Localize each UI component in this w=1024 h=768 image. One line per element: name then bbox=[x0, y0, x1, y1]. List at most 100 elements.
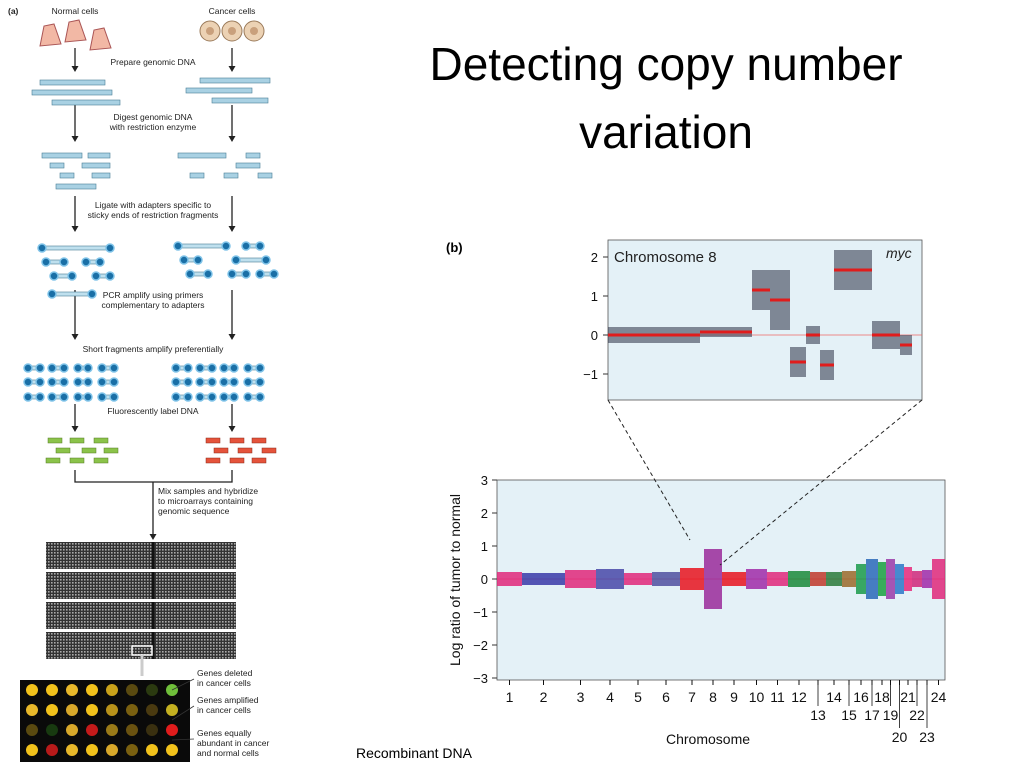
legend-label: abundant in cancer bbox=[197, 738, 269, 748]
adapter bbox=[195, 377, 205, 387]
dna-fragment bbox=[55, 183, 97, 190]
adapter bbox=[183, 363, 193, 373]
x-tick-label: 1 bbox=[506, 689, 514, 705]
x-tick-label: 14 bbox=[826, 689, 842, 705]
red-label bbox=[251, 437, 267, 444]
spot bbox=[146, 744, 158, 756]
spot bbox=[126, 684, 138, 696]
panel-label: (b) bbox=[446, 240, 463, 255]
normal-cell bbox=[89, 27, 112, 51]
red-label bbox=[237, 447, 253, 454]
adapter bbox=[83, 377, 93, 387]
green-label bbox=[69, 457, 85, 464]
x-tick-label: 23 bbox=[919, 729, 935, 745]
spot bbox=[26, 704, 38, 716]
green-label bbox=[103, 447, 119, 454]
panel-a: (a) Normal cells Cancer cells Prepare genom… bbox=[8, 6, 279, 762]
adapter bbox=[23, 377, 33, 387]
adapter bbox=[109, 363, 119, 373]
adapter bbox=[255, 241, 265, 251]
x-tick-label: 5 bbox=[634, 689, 642, 705]
adapter bbox=[59, 377, 69, 387]
spot bbox=[126, 744, 138, 756]
adapter bbox=[95, 257, 105, 267]
green-label bbox=[81, 447, 97, 454]
dna-fragment bbox=[257, 172, 273, 179]
adapter bbox=[105, 243, 115, 253]
spot bbox=[126, 724, 138, 736]
adapter bbox=[59, 363, 69, 373]
chromosome-cloud bbox=[904, 567, 912, 591]
leader bbox=[171, 705, 195, 721]
adapter bbox=[47, 392, 57, 402]
dna-fragment bbox=[185, 87, 253, 94]
spot bbox=[166, 744, 178, 756]
arrow-head bbox=[71, 66, 79, 72]
adapter bbox=[59, 392, 69, 402]
step-label: to microarrays containing bbox=[158, 496, 253, 506]
adapter bbox=[41, 257, 51, 267]
adapter bbox=[59, 257, 69, 267]
arrow-head bbox=[228, 66, 236, 72]
adapter bbox=[183, 377, 193, 387]
red-label bbox=[251, 457, 267, 464]
y-tick-label: 3 bbox=[481, 473, 488, 488]
x-tick-label: 11 bbox=[770, 689, 785, 705]
adapter bbox=[109, 377, 119, 387]
adapter bbox=[269, 269, 279, 279]
dna-fragment bbox=[49, 162, 65, 169]
adapter bbox=[207, 377, 217, 387]
panel-label: (a) bbox=[8, 6, 19, 16]
dna-fragment bbox=[91, 172, 111, 179]
dna-fragment bbox=[189, 172, 205, 179]
adapter bbox=[183, 392, 193, 402]
x-tick-label: 13 bbox=[810, 707, 826, 723]
spot-array bbox=[20, 680, 190, 762]
adapter bbox=[171, 377, 181, 387]
ligated bbox=[51, 291, 93, 297]
spot bbox=[106, 704, 118, 716]
adapter bbox=[67, 271, 77, 281]
x-tick-label: 4 bbox=[606, 689, 614, 705]
step-label: Fluorescently label DNA bbox=[107, 406, 199, 416]
spot bbox=[166, 704, 178, 716]
adapter bbox=[73, 392, 83, 402]
chromosome-cloud bbox=[878, 562, 886, 596]
arrow-head bbox=[71, 226, 79, 232]
spot bbox=[26, 724, 38, 736]
adapter bbox=[171, 363, 181, 373]
x-tick-label: 3 bbox=[577, 689, 585, 705]
chromosome-cloud bbox=[565, 570, 596, 588]
x-tick-label: 2 bbox=[540, 689, 548, 705]
spot bbox=[66, 704, 78, 716]
spot bbox=[106, 744, 118, 756]
spot bbox=[146, 684, 158, 696]
x-tick-label: 12 bbox=[791, 689, 807, 705]
normal-cell bbox=[39, 23, 62, 47]
microarray-texture bbox=[46, 542, 236, 569]
dna-fragment bbox=[177, 152, 227, 159]
adapter bbox=[261, 255, 271, 265]
arrow-head bbox=[71, 334, 79, 340]
spot bbox=[66, 684, 78, 696]
red-label bbox=[213, 447, 229, 454]
chromosome-cloud bbox=[596, 569, 624, 589]
x-tick-label: 24 bbox=[931, 689, 947, 705]
step-label: with restriction enzyme bbox=[109, 122, 197, 132]
x-tick-label: 9 bbox=[730, 689, 738, 705]
ligated bbox=[177, 243, 227, 249]
adapter bbox=[73, 377, 83, 387]
label: Cancer cells bbox=[209, 6, 256, 16]
arrow-head bbox=[228, 334, 236, 340]
spot bbox=[46, 724, 58, 736]
spot bbox=[86, 744, 98, 756]
x-axis-label: Chromosome bbox=[666, 731, 750, 747]
arrow-head bbox=[228, 426, 236, 432]
y-axis-label: Log ratio of tumor to normal bbox=[447, 494, 463, 666]
ligated bbox=[41, 245, 111, 251]
adapter bbox=[23, 392, 33, 402]
adapter bbox=[97, 377, 107, 387]
nucleus bbox=[250, 27, 258, 35]
merge-bracket bbox=[74, 470, 233, 534]
